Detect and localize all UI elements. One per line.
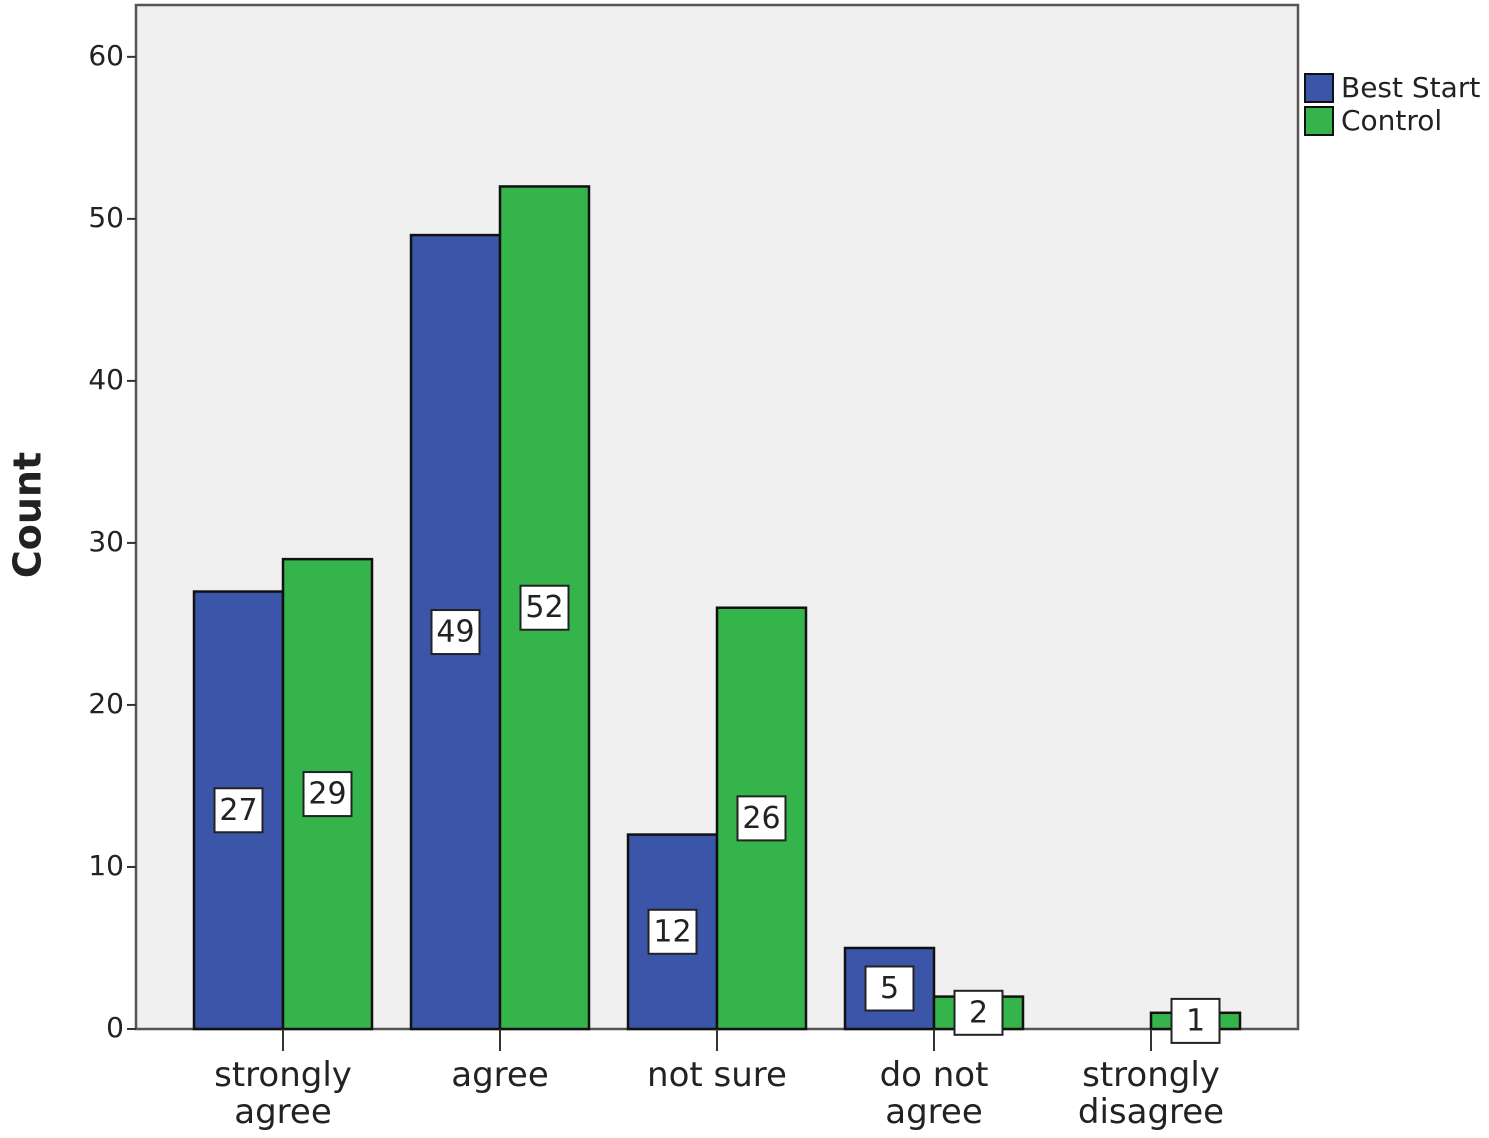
legend-swatch <box>1304 73 1334 103</box>
value-label: 27 <box>219 793 257 828</box>
legend-label: Control <box>1341 104 1442 137</box>
y-tick-label: 20 <box>88 687 124 720</box>
value-label: 52 <box>525 590 563 625</box>
value-label-box <box>302 771 353 818</box>
value-label-box <box>736 795 787 842</box>
x-tick-label: not sure <box>647 1055 787 1095</box>
y-tick-label: 60 <box>88 39 124 72</box>
y-tick-label: 30 <box>88 525 124 558</box>
value-label: 2 <box>969 995 988 1030</box>
legend-label: Best Start <box>1341 71 1480 104</box>
value-label-box <box>213 787 264 834</box>
value-label: 5 <box>880 971 899 1006</box>
value-label: 1 <box>1186 1003 1205 1038</box>
x-tick-label: strongly agree <box>214 1055 352 1132</box>
x-tick-label: strongly disagree <box>1077 1055 1225 1132</box>
y-tick-label: 10 <box>88 849 124 882</box>
y-tick-label: 40 <box>88 363 124 396</box>
y-axis-title: Count <box>6 452 50 578</box>
value-label: 29 <box>308 777 346 812</box>
value-label-box <box>519 584 570 631</box>
value-label-box <box>953 989 1004 1036</box>
value-label: 12 <box>653 914 691 949</box>
x-tick-label: agree <box>451 1055 549 1095</box>
legend-swatch <box>1304 106 1334 136</box>
value-label-box <box>430 609 481 656</box>
value-label: 49 <box>436 615 474 650</box>
y-tick-label: 50 <box>88 201 124 234</box>
y-tick-label: 0 <box>106 1011 124 1044</box>
x-tick-label: do not agree <box>879 1055 989 1132</box>
value-label-box <box>864 965 915 1012</box>
value-label: 26 <box>742 801 780 836</box>
value-label-box <box>1170 997 1221 1044</box>
value-label-box <box>647 908 698 955</box>
